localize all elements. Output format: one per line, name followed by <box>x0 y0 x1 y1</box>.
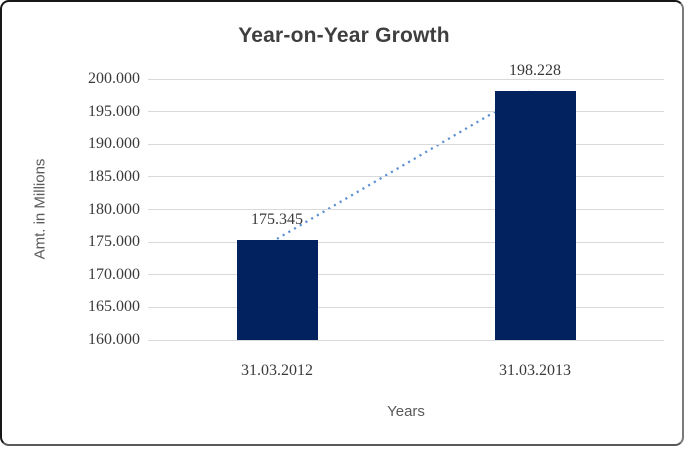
y-axis-title: Amt. in Millions <box>31 158 49 260</box>
gridline <box>148 176 664 178</box>
chart-title: Year-on-Year Growth <box>238 24 450 47</box>
x-axis-title: Years <box>387 403 425 420</box>
plot-area <box>148 78 664 341</box>
x-tick-label: 31.03.2012 <box>241 362 313 379</box>
y-tick-label: 185.000 <box>88 167 140 185</box>
y-tick-label: 200.000 <box>88 70 140 87</box>
gridline <box>148 339 664 341</box>
y-tick-label: 180.000 <box>88 200 140 218</box>
y-tick-label: 160.000 <box>88 331 140 348</box>
y-tick-label: 170.000 <box>88 265 140 283</box>
y-tick-label: 165.000 <box>88 298 140 316</box>
data-label: 175.345 <box>251 210 303 228</box>
gridline <box>148 241 664 243</box>
y-tick-label: 195.000 <box>88 102 140 120</box>
gridline <box>148 143 664 145</box>
y-tick-label: 175.000 <box>88 233 140 251</box>
y-tick-label: 190.000 <box>88 135 140 153</box>
gridline <box>148 78 664 80</box>
x-tick-label: 31.03.2013 <box>499 362 571 379</box>
gridline <box>148 274 664 276</box>
gridline <box>148 306 664 308</box>
gridline <box>148 111 664 113</box>
gridline <box>148 209 664 210</box>
bar-31.03.2013 <box>494 90 576 340</box>
bar-31.03.2012 <box>236 239 318 340</box>
data-label: 198.228 <box>509 61 561 79</box>
